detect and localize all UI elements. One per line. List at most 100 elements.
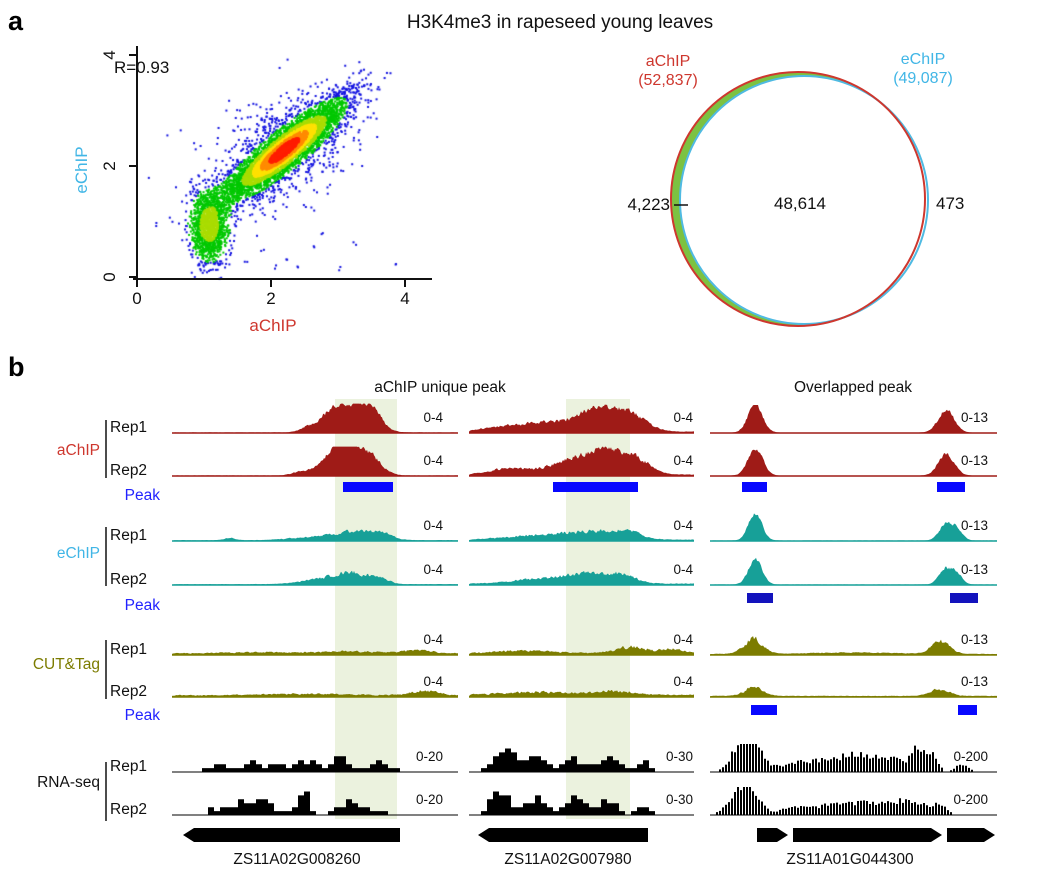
venn-achip-size: (52,837)	[638, 72, 698, 89]
peak-bar-CUT&Tag-col3-2	[958, 705, 977, 715]
scale-label-CUT&Tag-Rep1-col1: 0-4	[423, 632, 443, 647]
signal-aChIP-Rep1-col3	[710, 405, 997, 433]
scale-label-eChIP-Rep1-col1: 0-4	[423, 518, 443, 533]
venn-echip-name: eChIP	[900, 51, 946, 68]
signal-RNA-seq-Rep2-col3	[716, 787, 952, 815]
peak-bar-eChIP-col3-2	[950, 593, 978, 603]
signal-aChIP-Rep1-col2	[469, 404, 694, 433]
r-value-label: R=0.93	[114, 58, 170, 77]
rep-label-eChIP-Rep2: Rep2	[110, 571, 147, 588]
signal-aChIP-Rep1-col1	[172, 403, 458, 433]
signal-RNA-seq-Rep1-col3	[719, 744, 973, 772]
scale-label-CUT&Tag-Rep1-col2: 0-4	[673, 632, 693, 647]
venn-echip-label: eChIP (49,087)	[863, 50, 983, 88]
scatter-axes	[129, 46, 432, 287]
signal-RNA-seq-Rep1-col2	[481, 748, 655, 772]
rep-label-aChIP-Rep1: Rep1	[110, 419, 147, 436]
signal-aChIP-Rep2-col3	[710, 449, 997, 476]
panel-a-letter: a	[8, 6, 24, 36]
venn-echip-circle	[679, 75, 929, 325]
signal-CUT&Tag-Rep2-col2	[469, 690, 694, 697]
scale-label-aChIP-Rep1-col2: 0-4	[673, 410, 693, 425]
scale-label-CUT&Tag-Rep2-col1: 0-4	[423, 674, 443, 689]
x-tick-0: 0	[132, 289, 142, 308]
scale-label-eChIP-Rep1-col3: 0-13	[961, 518, 988, 533]
venn-overlap-count: 48,614	[774, 194, 826, 213]
group-label-aChIP: aChIP	[57, 442, 100, 459]
signal-CUT&Tag-Rep2-col3	[710, 686, 997, 697]
signal-eChIP-Rep1-col2	[469, 529, 694, 541]
rep-label-CUT&Tag-Rep1: Rep1	[110, 641, 147, 658]
axis-ticks	[129, 54, 406, 287]
scale-label-aChIP-Rep1-col3: 0-13	[961, 410, 988, 425]
peak-bar-aChIP-col3-2	[937, 482, 965, 492]
gene-label-ZS11A02G008260: ZS11A02G008260	[233, 851, 361, 868]
signal-CUT&Tag-Rep2-col1	[172, 690, 458, 697]
signal-RNA-seq-Rep1-col1	[202, 756, 400, 772]
signal-eChIP-Rep2-col3	[710, 557, 997, 585]
venn-echip-unique-count: 473	[936, 194, 965, 213]
venn-achip-name: aChIP	[645, 53, 691, 70]
signal-eChIP-Rep2-col1	[172, 570, 458, 585]
rep-label-RNA-seq-Rep1: Rep1	[110, 758, 147, 775]
rep-label-eChIP-Rep1: Rep1	[110, 527, 147, 544]
gene-model-ZS11A02G008260-part1	[183, 828, 400, 842]
peak-bar-aChIP-col3-1	[742, 482, 767, 492]
group-label-eChIP: eChIP	[57, 545, 100, 562]
x-axis-label: aChIP	[249, 316, 297, 335]
venn-achip-unique-count: 4,223	[627, 195, 670, 214]
scale-label-aChIP-Rep2-col2: 0-4	[673, 453, 693, 468]
gene-label-ZS11A01G044300: ZS11A01G044300	[786, 851, 914, 868]
signal-eChIP-Rep2-col2	[469, 571, 694, 585]
gene-model-ZS11A01G044300-part3	[947, 828, 995, 842]
scale-label-CUT&Tag-Rep2-col2: 0-4	[673, 674, 693, 689]
group-label-RNA-seq: RNA-seq	[37, 774, 100, 791]
x-tick-2: 2	[266, 289, 276, 308]
scale-label-RNA-seq-Rep1-col3: 0-200	[953, 749, 988, 764]
scale-label-CUT&Tag-Rep2-col3: 0-13	[961, 674, 988, 689]
signal-aChIP-Rep2-col1	[172, 446, 458, 476]
signal-CUT&Tag-Rep1-col1	[172, 649, 458, 655]
signal-CUT&Tag-Rep1-col3	[710, 636, 997, 655]
signal-eChIP-Rep1-col3	[710, 513, 997, 541]
scale-label-aChIP-Rep1-col1: 0-4	[423, 410, 443, 425]
scale-label-RNA-seq-Rep2-col1: 0-20	[416, 792, 443, 807]
scale-label-aChIP-Rep2-col3: 0-13	[961, 453, 988, 468]
scale-label-RNA-seq-Rep1-col1: 0-20	[416, 749, 443, 764]
venn-diagram	[670, 71, 929, 327]
venn-echip-size: (49,087)	[893, 70, 953, 87]
signal-aChIP-Rep2-col2	[469, 446, 694, 476]
scale-label-RNA-seq-Rep2-col2: 0-30	[666, 792, 693, 807]
x-tick-4: 4	[400, 289, 410, 308]
scale-label-RNA-seq-Rep1-col2: 0-30	[666, 749, 693, 764]
scale-label-eChIP-Rep2-col1: 0-4	[423, 562, 443, 577]
gene-label-ZS11A02G007980: ZS11A02G007980	[504, 851, 632, 868]
peak-row-label-eChIP: Peak	[125, 597, 161, 614]
scale-label-RNA-seq-Rep2-col3: 0-200	[953, 792, 988, 807]
signal-RNA-seq-Rep2-col2	[481, 791, 655, 815]
scale-label-eChIP-Rep1-col2: 0-4	[673, 518, 693, 533]
peak-bar-eChIP-col3-1	[747, 593, 773, 603]
signal-CUT&Tag-Rep1-col2	[469, 645, 694, 655]
signal-RNA-seq-Rep2-col1	[208, 791, 388, 815]
gene-model-ZS11A01G044300-part1	[757, 828, 788, 842]
panel-b-letter: b	[8, 352, 25, 382]
signal-eChIP-Rep1-col1	[172, 529, 458, 541]
peak-bar-CUT&Tag-col3-1	[751, 705, 777, 715]
group-label-CUT&Tag: CUT&Tag	[33, 656, 100, 673]
peak-bar-aChIP-col1-1	[343, 482, 393, 492]
scale-label-eChIP-Rep2-col2: 0-4	[673, 562, 693, 577]
rep-label-CUT&Tag-Rep2: Rep2	[110, 683, 147, 700]
venn-achip-circle	[670, 71, 926, 327]
density-scatter-plot	[131, 42, 443, 288]
figure-title: H3K4me3 in rapeseed young leaves	[406, 12, 714, 33]
region-header-unique: aChIP unique peak	[374, 379, 506, 396]
rep-label-aChIP-Rep2: Rep2	[110, 462, 147, 479]
peak-row-label-CUT&Tag: Peak	[125, 707, 161, 724]
scale-label-aChIP-Rep2-col1: 0-4	[423, 453, 443, 468]
rep-label-RNA-seq-Rep2: Rep2	[110, 801, 147, 818]
region-header-overlapped: Overlapped peak	[793, 379, 913, 396]
peak-bar-aChIP-col2-1	[553, 482, 638, 492]
